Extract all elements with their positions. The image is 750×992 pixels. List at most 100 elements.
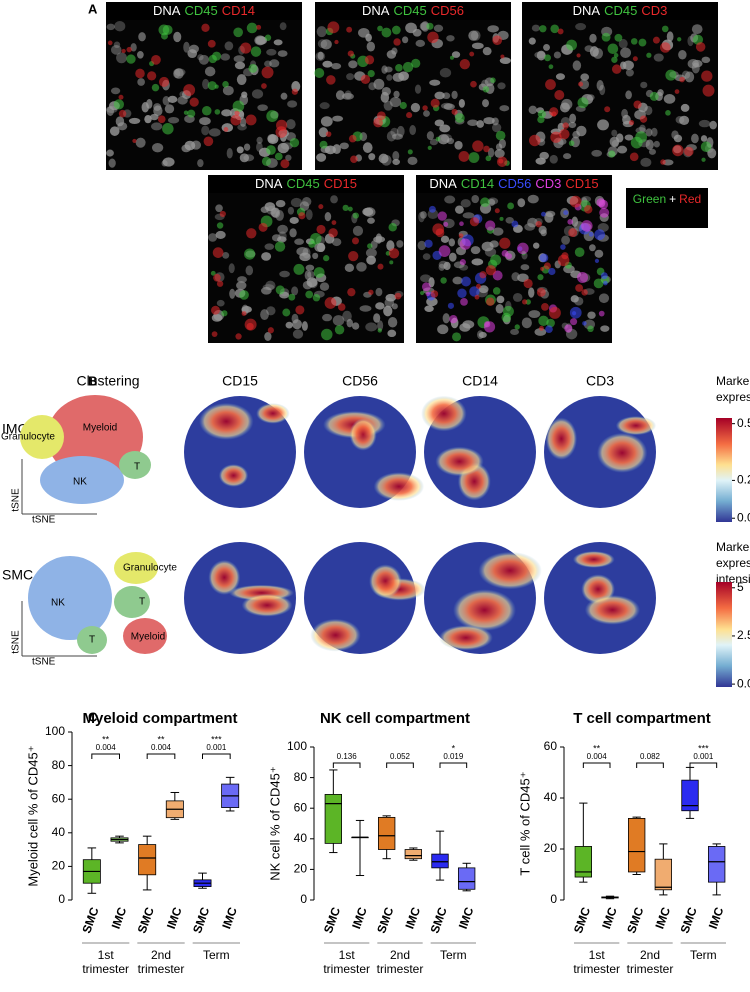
stain xyxy=(549,107,559,117)
nucleus xyxy=(443,261,451,271)
significance-bracket xyxy=(636,762,664,768)
stain xyxy=(435,136,441,142)
label-bar xyxy=(208,175,404,193)
nucleus xyxy=(442,92,451,100)
nucleus xyxy=(420,211,427,219)
nucleus xyxy=(570,295,579,303)
stain xyxy=(603,280,608,286)
channel-label: DNA CD45 CD3 xyxy=(573,3,668,18)
stain xyxy=(560,244,566,250)
stain xyxy=(402,61,414,73)
y-tick-label: 100 xyxy=(287,739,307,753)
nucleus xyxy=(135,137,146,148)
box xyxy=(404,849,423,860)
nucleus xyxy=(289,228,297,238)
stain xyxy=(567,219,574,225)
nucleus xyxy=(482,99,489,108)
nucleus xyxy=(426,131,434,141)
nucleus xyxy=(222,251,230,259)
legend-line: Green + Red xyxy=(633,192,701,206)
channel-name: CD56 xyxy=(431,3,464,18)
y-tick-label: 0 xyxy=(300,892,307,906)
nucleus xyxy=(320,116,333,127)
stain xyxy=(539,253,549,263)
nucleus xyxy=(499,57,511,65)
stain xyxy=(548,64,554,70)
legend-word: Red xyxy=(679,192,701,206)
stain xyxy=(576,53,581,58)
stain xyxy=(323,255,330,262)
stain xyxy=(350,155,358,163)
p-value: 0.136 xyxy=(337,752,358,761)
nucleus xyxy=(362,207,374,216)
stain xyxy=(126,46,132,53)
nucleus xyxy=(106,23,116,31)
y-axis-label: NK cell % of CD45⁺ xyxy=(267,766,282,881)
channel-name: CD45 xyxy=(184,3,217,18)
nucleus xyxy=(517,198,526,208)
p-value: 0.004 xyxy=(96,743,117,752)
y-tick-label: 20 xyxy=(544,841,558,855)
channel-name: CD45 xyxy=(604,3,637,18)
stain xyxy=(638,38,647,47)
stain xyxy=(427,145,432,151)
nucleus xyxy=(245,265,254,276)
stain xyxy=(564,324,573,333)
nucleus xyxy=(462,212,475,219)
channel-name: DNA xyxy=(362,3,390,18)
nucleus xyxy=(478,331,487,338)
group-label: trimester xyxy=(82,962,129,976)
stain xyxy=(223,127,229,132)
tsne-hotspot xyxy=(452,589,517,632)
p-value: 0.082 xyxy=(640,752,661,761)
nucleus xyxy=(116,52,127,64)
nucleus xyxy=(339,142,349,150)
cluster-label: T xyxy=(89,635,95,646)
stain xyxy=(107,40,113,46)
tsne-hotspot xyxy=(435,446,484,477)
stain xyxy=(235,333,242,340)
nucleus xyxy=(390,127,399,137)
stain xyxy=(158,24,170,36)
nucleus xyxy=(306,277,318,288)
colorbar-title: expression xyxy=(716,556,750,570)
stain xyxy=(485,265,497,276)
stain xyxy=(367,69,375,78)
nucleus xyxy=(574,296,584,306)
nucleus xyxy=(386,131,397,142)
nucleus xyxy=(512,292,523,302)
colorbar-title: expression xyxy=(716,390,750,404)
stain xyxy=(288,293,296,301)
nucleus xyxy=(264,243,275,250)
nucleus xyxy=(269,59,280,68)
y-axis-label: Myeloid cell % of CD45⁺ xyxy=(25,745,40,886)
nucleus xyxy=(580,73,590,81)
nucleus xyxy=(625,69,634,77)
stain xyxy=(312,293,321,302)
p-value: 0.052 xyxy=(390,752,411,761)
stain xyxy=(248,63,258,73)
channel-name: DNA xyxy=(153,3,181,18)
stain xyxy=(501,312,512,323)
stain xyxy=(494,208,500,214)
stain xyxy=(222,81,229,88)
nucleus xyxy=(396,240,404,248)
stain xyxy=(582,321,587,326)
cluster-label: T xyxy=(139,597,145,608)
nucleus xyxy=(415,39,426,47)
group-label: 2nd xyxy=(151,948,171,962)
stain xyxy=(388,222,397,232)
nucleus xyxy=(106,149,114,157)
nucleus xyxy=(709,120,717,130)
nucleus xyxy=(234,61,246,70)
nucleus xyxy=(468,30,479,41)
stain xyxy=(665,110,671,116)
stain xyxy=(548,267,556,276)
stain xyxy=(113,99,125,110)
stain xyxy=(541,303,549,311)
channel-name: CD45 xyxy=(393,3,426,18)
stain xyxy=(660,42,671,53)
stain xyxy=(244,248,256,260)
stain xyxy=(500,54,505,59)
stain xyxy=(261,83,267,89)
